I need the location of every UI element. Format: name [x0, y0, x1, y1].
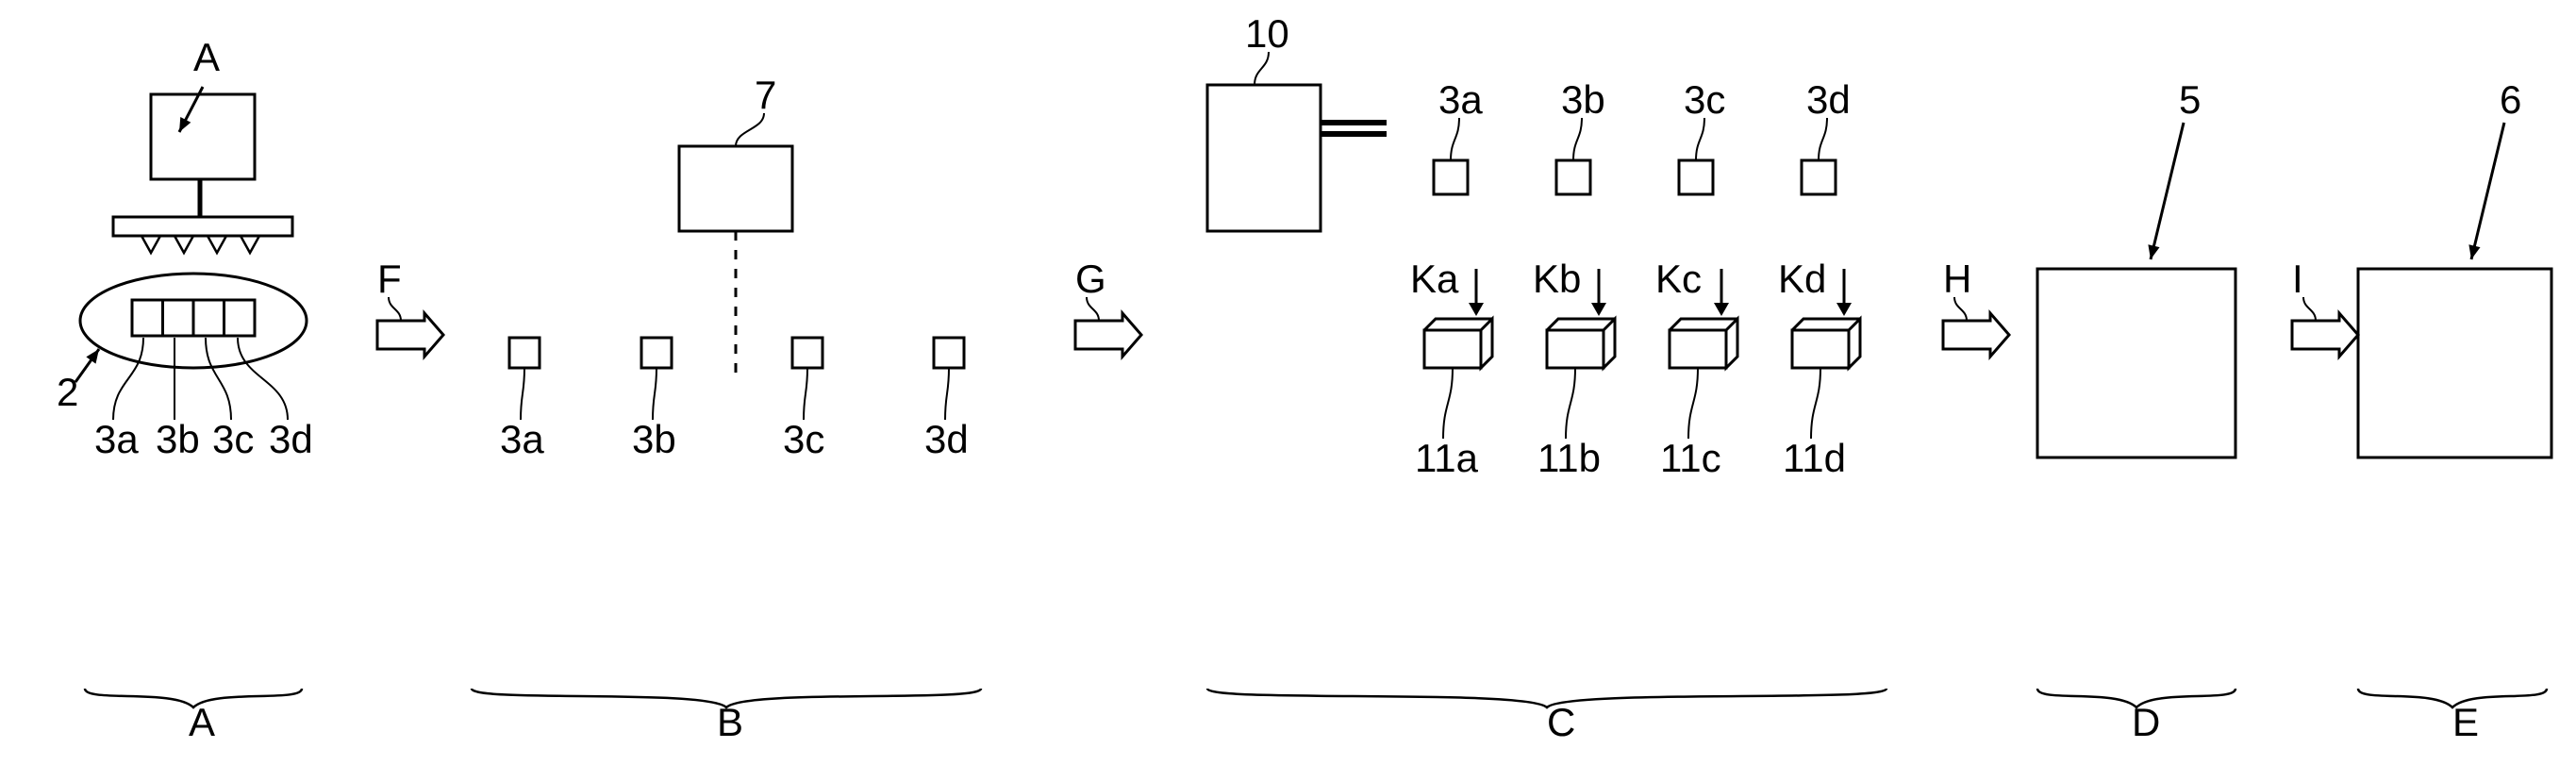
svg-text:C: C: [1547, 700, 1575, 744]
svg-text:B: B: [717, 700, 743, 744]
diagram-canvas: A 2 3a 3b 3c 3d A 7 3a 3b 3c 3d B 10 3a 3b 3c 3d Ka Kb Kc Kd 1…: [0, 0, 2576, 760]
svg-text:11b: 11b: [1537, 436, 1601, 480]
svg-text:3b: 3b: [632, 417, 676, 461]
svg-text:3d: 3d: [269, 417, 313, 461]
svg-text:Kc: Kc: [1655, 257, 1702, 301]
svg-text:3d: 3d: [1806, 77, 1851, 122]
svg-text:3b: 3b: [1561, 77, 1605, 122]
svg-text:10: 10: [1245, 11, 1289, 56]
svg-text:G: G: [1075, 257, 1106, 301]
svg-text:7: 7: [755, 73, 776, 117]
svg-text:11a: 11a: [1415, 436, 1479, 480]
svg-text:5: 5: [2179, 77, 2201, 122]
svg-text:Ka: Ka: [1410, 257, 1459, 301]
svg-text:3b: 3b: [156, 417, 200, 461]
svg-text:H: H: [1943, 257, 1971, 301]
svg-text:2: 2: [57, 370, 78, 414]
svg-text:3d: 3d: [924, 417, 969, 461]
svg-text:3a: 3a: [1438, 77, 1483, 122]
svg-text:A: A: [193, 35, 220, 79]
svg-text:Kd: Kd: [1778, 257, 1826, 301]
svg-text:3a: 3a: [94, 417, 139, 461]
svg-text:3c: 3c: [783, 417, 824, 461]
svg-text:E: E: [2452, 700, 2479, 744]
svg-text:Kb: Kb: [1533, 257, 1581, 301]
svg-text:F: F: [377, 257, 402, 301]
svg-text:3c: 3c: [1684, 77, 1725, 122]
svg-text:A: A: [189, 700, 215, 744]
svg-text:3a: 3a: [500, 417, 544, 461]
svg-text:11d: 11d: [1783, 436, 1846, 480]
svg-text:11c: 11c: [1660, 436, 1721, 480]
svg-text:6: 6: [2500, 77, 2521, 122]
svg-text:I: I: [2292, 257, 2303, 301]
svg-text:D: D: [2132, 700, 2160, 744]
svg-text:3c: 3c: [212, 417, 254, 461]
